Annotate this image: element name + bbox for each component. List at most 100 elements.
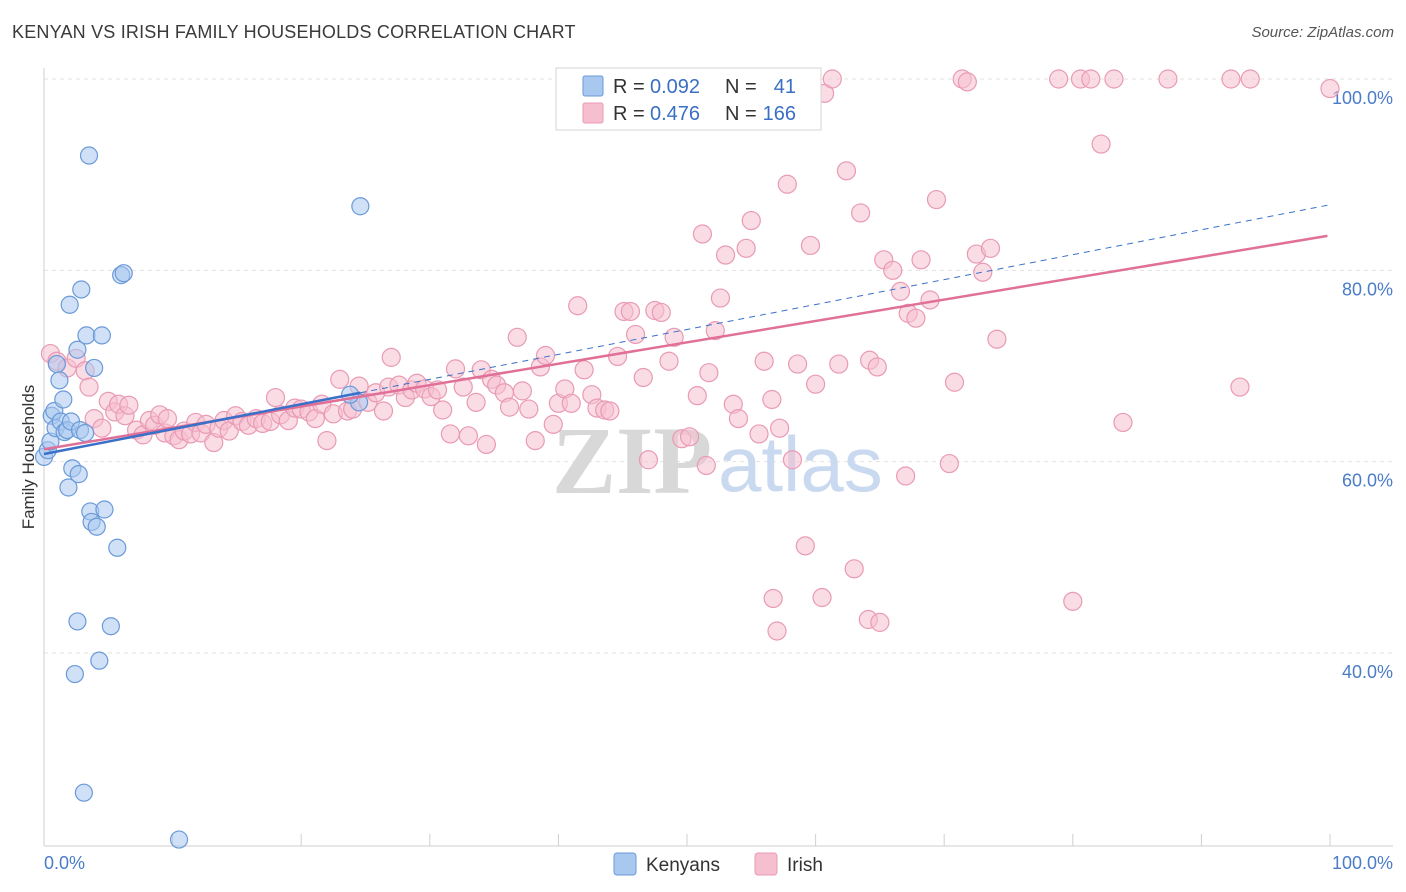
x-tick-label-min: 0.0% [44, 853, 85, 873]
irish-point-147 [1049, 69, 1069, 89]
irish-point-135 [906, 308, 926, 328]
irish-point-85 [568, 296, 588, 316]
irish-point-19 [157, 409, 178, 429]
kenyans-point-7 [50, 371, 69, 390]
x-axis-ticks [43, 834, 1331, 846]
kenyans-point-29 [87, 517, 106, 536]
irish-point-81 [543, 414, 563, 434]
series-legend: Kenyans Irish [613, 852, 823, 876]
irish-point-112 [741, 210, 761, 231]
kenyans-bottom-label: Kenyans [646, 855, 720, 876]
kenyans-point-22 [74, 783, 93, 802]
y-tick-label-100: 100.0% [1332, 88, 1393, 108]
irish-point-113 [749, 424, 769, 444]
irish-point-157 [1320, 78, 1340, 99]
irish-point-96 [638, 450, 659, 470]
irish-legend-swatch [582, 102, 604, 124]
kenyans-point-18 [68, 340, 87, 359]
irish-point-114 [754, 351, 774, 371]
irish-point-127 [844, 559, 864, 579]
kenyans-r-label: R = [613, 76, 645, 98]
irish-point-142 [957, 72, 977, 92]
watermark-zip: ZIP [552, 407, 712, 514]
irish-point-139 [939, 453, 959, 474]
irish-point-149 [1081, 69, 1101, 89]
irish-point-124 [822, 69, 842, 89]
irish-point-115 [762, 389, 782, 410]
irish-point-47 [330, 369, 350, 389]
kenyans-point-6 [47, 354, 66, 374]
irish-point-121 [800, 235, 821, 256]
irish-point-117 [777, 174, 797, 194]
kenyans-bottom-swatch [613, 852, 637, 876]
y-axis-title: Family Households [19, 385, 38, 530]
irish-point-77 [519, 399, 539, 419]
irish-point-80 [535, 345, 556, 366]
irish-point-66 [453, 377, 473, 397]
irish-point-155 [1230, 377, 1250, 397]
irish-point-156 [1240, 69, 1260, 89]
irish-point-94 [625, 324, 646, 345]
irish-point-151 [1113, 412, 1133, 433]
kenyans-point-23 [76, 423, 95, 443]
irish-point-91 [607, 346, 628, 367]
irish-point-45 [317, 431, 337, 451]
irish-point-86 [574, 360, 594, 380]
irish-point-140 [944, 372, 965, 392]
irish-point-7 [92, 418, 112, 438]
irish-bottom-swatch [754, 852, 778, 876]
kenyans-r-value: 0.092 [650, 76, 700, 98]
irish-point-99 [659, 351, 679, 371]
kenyans-point-9 [54, 390, 73, 409]
kenyans-trend-line [43, 391, 361, 456]
irish-point-53 [373, 401, 394, 421]
irish-point-153 [1158, 69, 1178, 89]
irish-point-104 [692, 224, 713, 244]
irish-point-98 [651, 302, 671, 323]
y-tick-label-80: 80.0% [1342, 279, 1393, 299]
irish-point-126 [836, 161, 857, 181]
y-tick-label-60: 60.0% [1342, 471, 1393, 491]
irish-point-116 [769, 418, 790, 438]
kenyans-point-25 [79, 146, 99, 165]
irish-point-74 [499, 397, 520, 417]
y-tick-labels: 40.0% 60.0% 80.0% 100.0% [1332, 88, 1393, 682]
kenyans-point-37 [169, 830, 189, 849]
irish-point-111 [736, 238, 756, 258]
irish-point-106 [705, 321, 725, 341]
kenyans-point-13 [60, 295, 79, 314]
irish-point-136 [911, 250, 931, 270]
irish-point-154 [1221, 69, 1241, 89]
kenyans-point-16 [65, 664, 84, 684]
irish-point-64 [440, 424, 460, 444]
chart-source: Source: ZipAtlas.com [1251, 24, 1394, 41]
irish-point-120 [795, 536, 815, 556]
irish-point-105 [699, 363, 719, 383]
kenyans-point-31 [92, 326, 111, 345]
kenyans-point-28 [85, 358, 104, 378]
irish-bottom-label: Irish [787, 855, 823, 876]
irish-point-164 [767, 621, 787, 641]
irish-point-102 [679, 427, 700, 447]
irish-point-125 [829, 354, 849, 374]
kenyans-point-34 [108, 538, 127, 557]
irish-point-37 [265, 387, 286, 408]
irish-point-5 [79, 377, 99, 397]
chart-title: KENYAN VS IRISH FAMILY HOUSEHOLDS CORREL… [12, 22, 576, 42]
irish-point-160 [870, 612, 890, 632]
kenyans-point-12 [59, 478, 78, 497]
irish-point-84 [561, 393, 581, 413]
irish-point-161 [896, 466, 916, 486]
irish-point-138 [926, 189, 947, 210]
irish-n-value: 166 [763, 103, 796, 125]
irish-point-67 [458, 426, 478, 446]
gridlines [44, 78, 1393, 654]
irish-n-label: N = [725, 103, 757, 125]
irish-point-78 [525, 431, 545, 451]
irish-point-150 [1091, 134, 1111, 154]
irish-point-107 [710, 288, 731, 308]
irish-point-108 [715, 245, 736, 265]
kenyans-point-36 [114, 264, 133, 283]
irish-series [40, 69, 1340, 641]
irish-point-132 [883, 260, 903, 280]
